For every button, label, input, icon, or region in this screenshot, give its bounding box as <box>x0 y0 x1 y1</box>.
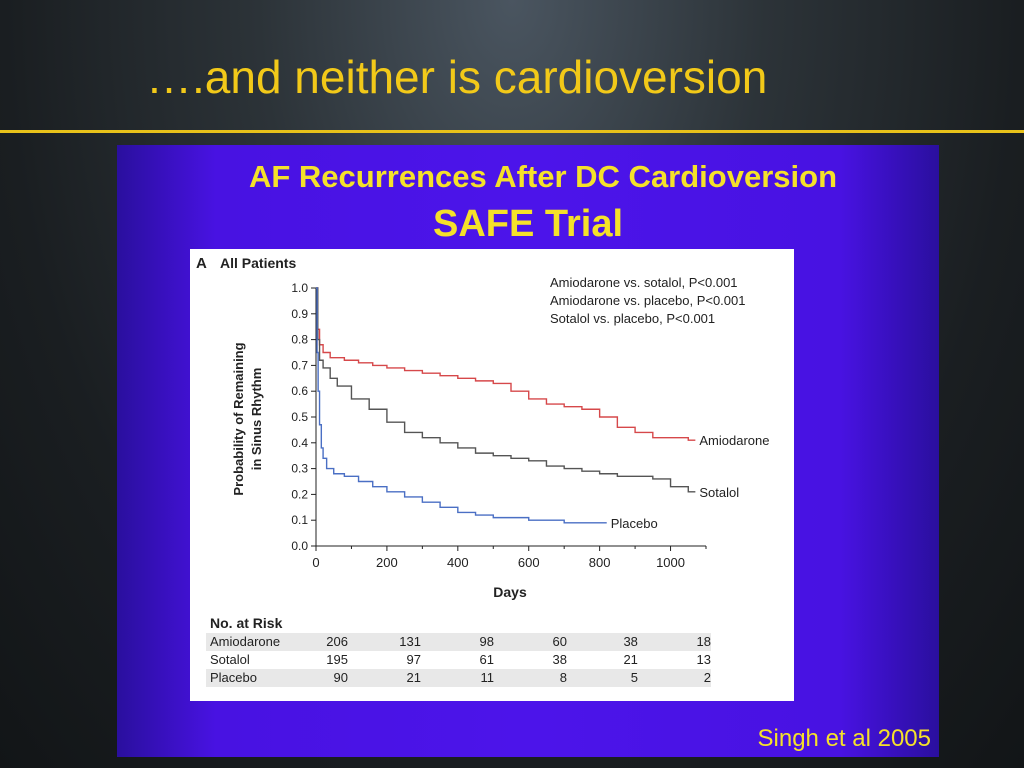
risk-cell: 206 <box>299 633 348 651</box>
risk-cell: 18 <box>637 633 711 651</box>
y-tick-label: 1.0 <box>291 281 308 295</box>
chart-curves <box>316 287 696 524</box>
y-tick-label: 0.6 <box>291 384 308 398</box>
chart-series-labels: Amiodarone Sotalol Placebo <box>611 433 770 531</box>
survival-chart: A All Patients Amiodarone vs. sotalol, P… <box>196 255 770 600</box>
risk-cell: 13 <box>696 652 711 667</box>
x-tick-label: 200 <box>376 555 398 570</box>
x-tick-label: 400 <box>447 555 469 570</box>
y-tick-label: 0.4 <box>291 436 308 450</box>
risk-table-title: No. at Risk <box>210 615 283 631</box>
risk-table: Amiodarone 206 131 98 60 38 18 Sotalol 195 97 61 38… <box>206 633 711 687</box>
y-tick-label: 0.2 <box>291 487 308 501</box>
risk-cell: 97 <box>406 652 421 667</box>
y-axis-label-line: in Sinus Rhythm <box>249 368 264 471</box>
risk-table-row: Amiodarone 206 131 98 60 38 18 <box>206 633 711 651</box>
x-tick-label: 800 <box>589 555 611 570</box>
y-tick-label: 0.1 <box>291 513 308 527</box>
risk-cell: 21 <box>623 652 638 667</box>
citation: Singh et al 2005 <box>757 725 931 752</box>
risk-cell: 61 <box>479 652 494 667</box>
chart-axes: 0.0 0.1 0.2 0.3 0.4 0.5 0.6 0.7 0.8 0.9 1.0 0 200 400… <box>291 281 707 570</box>
risk-cell: 21 <box>347 669 421 687</box>
series-line-sotalol <box>316 287 696 493</box>
panel-subtitle: SAFE Trial <box>432 203 624 245</box>
risk-row-label: Sotalol <box>210 652 250 667</box>
risk-cell: 5 <box>566 669 638 687</box>
y-tick-label: 0.5 <box>291 410 308 424</box>
risk-cell: 195 <box>326 652 348 667</box>
slide-title: ….and neither is cardioversion <box>146 51 768 103</box>
risk-row-label: Placebo <box>206 669 300 687</box>
risk-cell: 2 <box>637 669 711 687</box>
series-line-placebo <box>316 287 607 524</box>
series-label: Sotalol <box>699 485 739 500</box>
chart-title: All Patients <box>220 255 296 271</box>
title-divider <box>0 130 1024 133</box>
survival-chart-figure: A All Patients Amiodarone vs. sotalol, P… <box>190 249 794 701</box>
risk-cell: 38 <box>566 633 638 651</box>
x-tick-label: 1000 <box>656 555 685 570</box>
risk-cell: 11 <box>420 669 494 687</box>
y-tick-label: 0.7 <box>291 358 308 372</box>
x-tick-label: 0 <box>312 555 319 570</box>
annotation-line: Amiodarone vs. placebo, P<0.001 <box>550 293 746 308</box>
x-tick-label: 600 <box>518 555 540 570</box>
annotation-line: Sotalol vs. placebo, P<0.001 <box>550 311 715 326</box>
chart-panel-label: A <box>196 255 207 272</box>
y-tick-label: 0.8 <box>291 333 308 347</box>
risk-table-row: Sotalol 195 97 61 38 21 13 <box>206 651 711 669</box>
risk-cell: 60 <box>493 633 567 651</box>
risk-cell: 38 <box>552 652 567 667</box>
y-tick-label: 0.9 <box>291 307 308 321</box>
risk-row-label: Amiodarone <box>206 633 300 651</box>
y-axis-label-line: Probability of Remaining <box>231 342 246 495</box>
panel-title: AF Recurrences After DC Cardioversion <box>248 159 838 194</box>
series-label: Placebo <box>611 516 658 531</box>
y-axis-label: Probability of Remaining in Sinus Rhythm <box>231 342 264 495</box>
y-tick-label: 0.0 <box>291 539 308 553</box>
risk-table-row: Placebo 90 21 11 8 5 2 <box>206 669 711 687</box>
figure-panel: AF Recurrences After DC Cardioversion SA… <box>117 145 939 757</box>
risk-cell: 90 <box>299 669 348 687</box>
annotation-line: Amiodarone vs. sotalol, P<0.001 <box>550 275 738 290</box>
risk-cell: 98 <box>420 633 494 651</box>
series-line-amiodarone <box>316 287 696 441</box>
y-tick-label: 0.3 <box>291 462 308 476</box>
risk-cell: 8 <box>493 669 567 687</box>
risk-cell: 131 <box>347 633 421 651</box>
comparison-annotations: Amiodarone vs. sotalol, P<0.001 Amiodaro… <box>550 275 746 326</box>
series-label: Amiodarone <box>699 433 769 448</box>
x-axis-label: Days <box>493 584 527 600</box>
